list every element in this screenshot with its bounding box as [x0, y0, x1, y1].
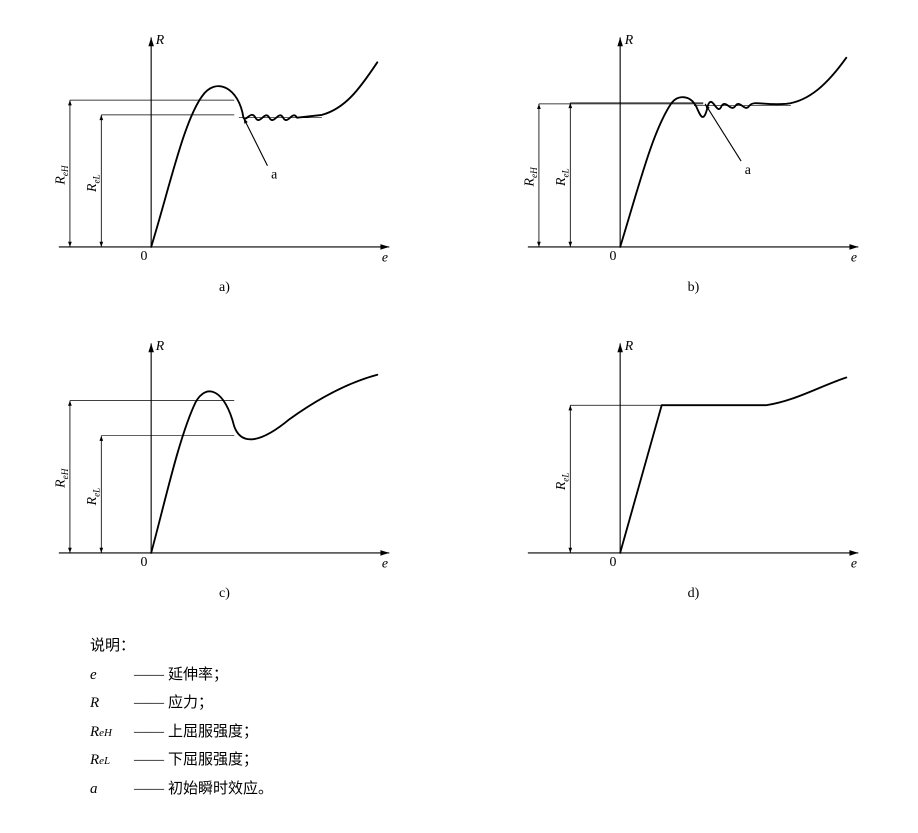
- svg-text:R: R: [154, 32, 164, 47]
- legend-symbol: R: [90, 689, 130, 718]
- legend-text: 应力；: [168, 689, 213, 718]
- svg-text:ReL: ReL: [83, 174, 101, 193]
- legend-dash: ——: [134, 718, 164, 747]
- chart-d: Re 0 ReL: [514, 336, 874, 576]
- panel-b: Re 0 ReH ReL a b): [499, 30, 888, 296]
- legend-text: 下屈服强度；: [168, 746, 258, 775]
- svg-text:e: e: [850, 556, 856, 571]
- legend-symbol: a: [90, 775, 130, 804]
- legend-dash: ——: [134, 689, 164, 718]
- legend-text: 延伸率；: [168, 661, 228, 690]
- svg-text:e: e: [850, 250, 856, 265]
- svg-text:R: R: [623, 32, 633, 47]
- svg-text:ReH: ReH: [52, 164, 70, 186]
- legend-row: ReH——上屈服强度；: [90, 718, 888, 747]
- caption-c: c): [219, 586, 230, 602]
- svg-text:0: 0: [609, 554, 616, 569]
- legend-symbol: e: [90, 661, 130, 690]
- caption-b: b): [688, 280, 700, 296]
- svg-text:e: e: [381, 556, 387, 571]
- svg-text:ReL: ReL: [83, 488, 101, 507]
- chart-c: Re 0 ReH ReL: [45, 336, 405, 576]
- legend-row: a——初始瞬时效应。: [90, 775, 888, 804]
- panel-d: Re 0 ReL d): [499, 336, 888, 602]
- legend-text: 上屈服强度；: [168, 718, 258, 747]
- caption-a: a): [219, 280, 230, 296]
- chart-a: Re 0 ReH ReL a: [45, 30, 405, 270]
- legend-row: e——延伸率；: [90, 661, 888, 690]
- legend-row: R——应力；: [90, 689, 888, 718]
- panel-grid: Re 0 ReH ReL a a) Re 0 ReH ReL a b) Re 0 ReH ReL c)…: [30, 30, 888, 602]
- panel-a: Re 0 ReH ReL a a): [30, 30, 419, 296]
- svg-text:ReH: ReH: [52, 467, 70, 489]
- legend-dash: ——: [134, 661, 164, 690]
- svg-text:0: 0: [140, 248, 147, 263]
- svg-text:0: 0: [609, 248, 616, 263]
- svg-text:e: e: [381, 250, 387, 265]
- caption-d: d): [688, 586, 700, 602]
- svg-text:ReH: ReH: [521, 166, 539, 188]
- svg-text:ReL: ReL: [552, 472, 570, 491]
- legend-text: 初始瞬时效应。: [168, 775, 273, 804]
- legend: 说明： e——延伸率；R——应力；ReH——上屈服强度；ReL——下屈服强度；a…: [90, 632, 888, 803]
- svg-text:a: a: [271, 167, 277, 182]
- legend-dash: ——: [134, 775, 164, 804]
- svg-text:ReL: ReL: [552, 168, 570, 187]
- svg-text:0: 0: [140, 554, 147, 569]
- legend-symbol: ReH: [90, 718, 130, 747]
- legend-title: 说明：: [90, 632, 888, 661]
- legend-symbol: ReL: [90, 746, 130, 775]
- svg-text:R: R: [154, 338, 164, 353]
- legend-dash: ——: [134, 746, 164, 775]
- svg-text:R: R: [623, 338, 633, 353]
- legend-row: ReL——下屈服强度；: [90, 746, 888, 775]
- svg-text:a: a: [744, 162, 750, 177]
- chart-b: Re 0 ReH ReL a: [514, 30, 874, 270]
- panel-c: Re 0 ReH ReL c): [30, 336, 419, 602]
